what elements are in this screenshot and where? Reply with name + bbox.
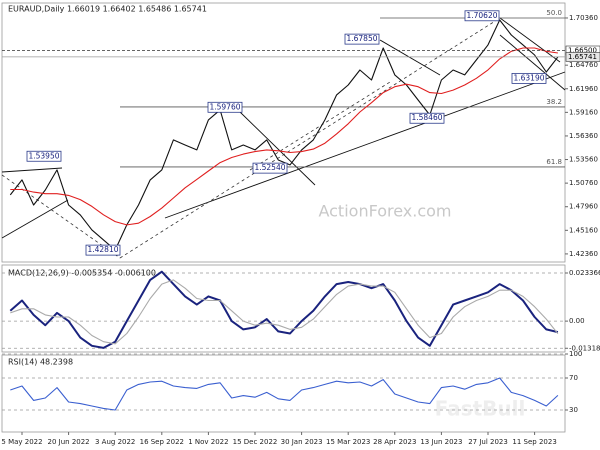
dashed-lines <box>1 17 501 259</box>
x-tick-label: 15 Mar 2023 <box>326 438 370 446</box>
y-tick-label: 0.00 <box>569 317 585 325</box>
trend-line <box>499 17 561 63</box>
y-tick-label: 1.70360 <box>569 14 598 22</box>
x-tick-label: 3 Aug 2022 <box>95 438 135 446</box>
annotation-box <box>409 112 445 124</box>
y-tick-label: 100 <box>569 350 582 358</box>
annotation-label: 1.52540 <box>254 163 285 172</box>
series-line <box>10 279 559 345</box>
annotation-box <box>85 244 121 256</box>
y-tick-label: 1.45160 <box>569 226 598 234</box>
x-tick-label: 13 Jun 2023 <box>420 438 462 446</box>
x-tick-label: 5 May 2022 <box>1 438 42 446</box>
annotation-box <box>464 10 500 22</box>
annotation-label: 1.42810 <box>87 245 118 254</box>
y-tick-label: 70 <box>569 374 578 382</box>
annotation-label: 1.53950 <box>28 151 59 160</box>
annotation-label: 1.63190 <box>513 73 544 82</box>
price-label: 1.66500 <box>568 47 597 55</box>
annotation-label: 1.58460 <box>411 113 442 122</box>
x-tick-label: 11 Sep 2023 <box>512 438 556 446</box>
y-tick-label: 1.64760 <box>569 61 598 69</box>
fib-label: 61.8 <box>546 158 562 166</box>
annotation-box <box>344 33 380 45</box>
annotation-label: 1.67850 <box>346 34 377 43</box>
rsi-panel <box>1 354 566 433</box>
price-label-box <box>565 52 600 62</box>
x-tick-label: 27 Jul 2023 <box>468 438 508 446</box>
price-label: 1.65741 <box>568 53 597 61</box>
trend-line <box>1 199 69 239</box>
y-tick-label: 1.42360 <box>569 250 598 258</box>
series-line <box>10 47 558 226</box>
trend-line <box>379 39 441 76</box>
x-tick-label: 20 Jun 2022 <box>48 438 90 446</box>
watermark: FastBull <box>435 397 526 421</box>
series-line <box>9 270 559 349</box>
x-tick-label: 1 Nov 2022 <box>188 438 228 446</box>
y-tick-label: -0.013186 <box>569 344 600 352</box>
x-tick-label: 16 Sep 2022 <box>140 438 184 446</box>
x-tick-label: 30 Jan 2023 <box>281 438 323 446</box>
rsi-header: RSI(14) 48.2398 <box>8 358 73 367</box>
x-tick-label: 28 Apr 2023 <box>373 438 416 446</box>
y-tick-label: 0.023366 <box>569 269 600 277</box>
trend-lines <box>1 17 566 239</box>
annotation-label: 1.59760 <box>209 102 240 111</box>
dashed-line <box>1 174 121 259</box>
macd-panel <box>1 264 566 353</box>
price-header: EURAUD,Daily 1.66019 1.66402 1.65486 1.6… <box>8 5 207 14</box>
trend-line <box>1 167 63 173</box>
y-tick-label: 1.59160 <box>569 108 598 116</box>
trend-line <box>499 34 566 91</box>
series-line <box>9 19 559 251</box>
fib-label: 38.2 <box>546 98 562 106</box>
y-tick-label: 1.61960 <box>569 85 598 93</box>
annotation-box <box>511 72 547 84</box>
y-tick-label: 1.47960 <box>569 203 598 211</box>
fib-label: 50.0 <box>546 9 562 17</box>
y-tick-label: 30 <box>569 406 578 414</box>
watermark: ActionForex.com <box>318 202 451 221</box>
price-panel <box>1 2 566 263</box>
x-tick-label: 15 Dec 2022 <box>233 438 278 446</box>
y-tick-label: 1.56360 <box>569 132 598 140</box>
series-line <box>10 377 559 411</box>
annotation-box <box>252 162 288 174</box>
dashed-line <box>119 17 501 259</box>
trend-line <box>164 71 566 219</box>
annotation-box <box>26 150 62 162</box>
annotation-label: 1.70620 <box>466 11 497 20</box>
annotation-box <box>207 101 243 113</box>
y-tick-label: 1.53560 <box>569 156 598 164</box>
trend-line <box>239 111 316 186</box>
y-tick-label: 1.50760 <box>569 179 598 187</box>
